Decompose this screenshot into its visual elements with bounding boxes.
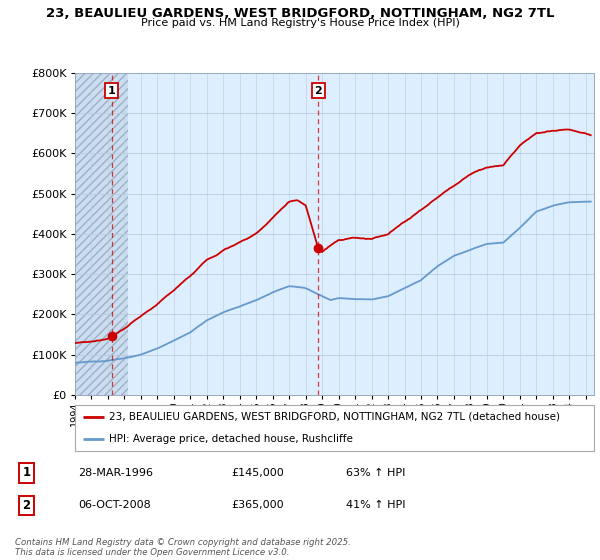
Text: £145,000: £145,000 xyxy=(231,468,284,478)
Text: 41% ↑ HPI: 41% ↑ HPI xyxy=(346,501,406,510)
Text: 06-OCT-2008: 06-OCT-2008 xyxy=(78,501,151,510)
Text: 28-MAR-1996: 28-MAR-1996 xyxy=(78,468,153,478)
Text: 2: 2 xyxy=(22,499,31,512)
Text: 23, BEAULIEU GARDENS, WEST BRIDGFORD, NOTTINGHAM, NG2 7TL (detached house): 23, BEAULIEU GARDENS, WEST BRIDGFORD, NO… xyxy=(109,412,560,422)
Text: 23, BEAULIEU GARDENS, WEST BRIDGFORD, NOTTINGHAM, NG2 7TL: 23, BEAULIEU GARDENS, WEST BRIDGFORD, NO… xyxy=(46,7,554,20)
Text: 1: 1 xyxy=(22,466,31,479)
Text: Price paid vs. HM Land Registry's House Price Index (HPI): Price paid vs. HM Land Registry's House … xyxy=(140,18,460,28)
Text: 2: 2 xyxy=(314,86,322,96)
Bar xyxy=(75,73,128,395)
Text: HPI: Average price, detached house, Rushcliffe: HPI: Average price, detached house, Rush… xyxy=(109,434,353,444)
Text: 63% ↑ HPI: 63% ↑ HPI xyxy=(346,468,406,478)
Text: Contains HM Land Registry data © Crown copyright and database right 2025.
This d: Contains HM Land Registry data © Crown c… xyxy=(15,538,351,557)
Text: 1: 1 xyxy=(108,86,116,96)
Text: £365,000: £365,000 xyxy=(231,501,284,510)
